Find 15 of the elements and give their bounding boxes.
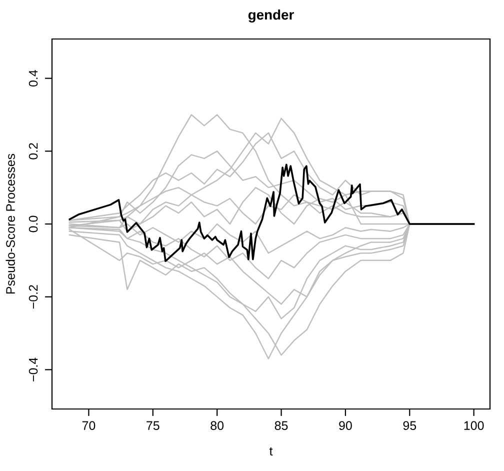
y-tick-label: 0.0 — [28, 216, 38, 232]
x-tick-label: 100 — [464, 421, 484, 430]
y-tick-label: 0.4 — [28, 70, 38, 87]
x-axis-title: t — [269, 447, 273, 456]
y-axis-title: Pseudo-Score Processes — [6, 154, 15, 294]
x-tick-label: 75 — [146, 421, 160, 430]
x-tick-label: 90 — [339, 421, 352, 430]
y-tick-label: 0.2 — [28, 143, 38, 160]
x-tick-label: 80 — [210, 421, 224, 430]
x-tick-label: 85 — [274, 421, 288, 430]
x-tick-label: 95 — [403, 421, 416, 430]
x-tick-label: 70 — [82, 421, 96, 430]
chart-title: gender — [248, 9, 294, 22]
y-tick-label: −0.4 — [28, 358, 38, 382]
y-tick-label: −0.2 — [28, 285, 38, 309]
